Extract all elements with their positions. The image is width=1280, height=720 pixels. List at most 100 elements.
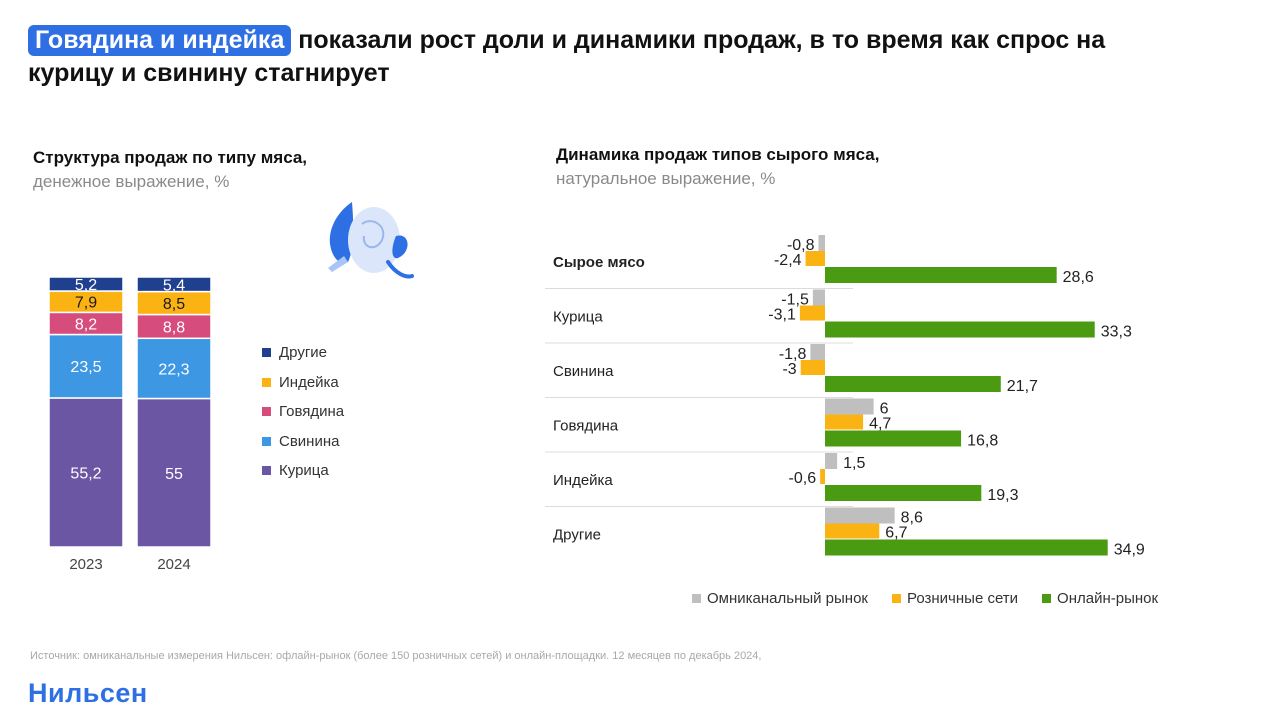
x-tick-label: 2023	[69, 556, 102, 573]
legend-swatch	[262, 466, 271, 476]
legend-swatch	[1042, 594, 1052, 603]
bar-value-label: 1,5	[843, 455, 865, 472]
legend-item: Розничные сети	[892, 590, 1018, 607]
bar-value-label: 21,7	[1007, 378, 1038, 395]
bar	[825, 398, 874, 415]
headline-rest: показали рост доли и динамики продаж, в …	[28, 26, 1106, 87]
right-chart-subtitle: Динамика продаж типов сырого мяса, натур…	[556, 143, 879, 191]
horizontal-bar-labels: -0,8-2,4 28,6 -1,5-3,1 33,3 -1,8-3 21,7 64,7 16…	[768, 237, 1145, 559]
right-chart-title: Динамика продаж типов сырого мяса,	[556, 145, 880, 164]
bar	[799, 305, 825, 321]
left-chart-title: Структура продаж по типу мяса,	[33, 148, 308, 167]
category-label: Другие	[553, 527, 601, 544]
legend-swatch	[262, 377, 271, 387]
legend-item: Свинина	[262, 427, 344, 457]
bar	[805, 251, 825, 266]
stacked-chart-legend: Другие Индейка Говядина Свинина Курица	[262, 338, 344, 486]
bar-value-label: -0,8	[787, 237, 815, 254]
stacked-bar-value-label: 5,2	[75, 277, 97, 294]
stacked-bar-labels: 55,2 23,5 8,2 7,95,2 55 22,3 8,8 8,5 5,4	[70, 277, 189, 483]
stacked-bar-value-label: 55,2	[70, 465, 101, 482]
stacked-bar-value-label: 8,5	[163, 296, 185, 313]
legend-item: Онлайн-рынок	[1042, 590, 1158, 607]
bar	[825, 414, 864, 430]
nielsen-logo: Нильсен	[28, 678, 148, 708]
legend-item: Омниканальный рынок	[692, 590, 868, 607]
legend-label: Розничные сети	[907, 590, 1019, 607]
legend-item: Другие	[262, 338, 344, 368]
bar-value-label: 33,3	[1101, 324, 1132, 341]
stacked-bars	[48, 276, 212, 548]
bar	[800, 360, 825, 375]
bar	[825, 430, 962, 447]
stacked-bar-value-label: 55	[165, 466, 183, 483]
x-tick-label: 2024	[157, 556, 190, 573]
bar-value-label: -3,1	[768, 307, 796, 324]
left-chart-subtitle: Структура продаж по типу мяса, денежное …	[33, 146, 307, 194]
meat-illustration-icon	[328, 202, 414, 279]
bar-value-label: -1,8	[779, 346, 807, 363]
stacked-bar-value-label: 8,8	[163, 319, 185, 336]
bar	[820, 469, 825, 484]
legend-swatch	[262, 348, 271, 358]
headline-highlight: Говядина и индейка	[28, 25, 292, 56]
legend-swatch	[262, 407, 271, 417]
legend-item: Говядина	[262, 397, 344, 427]
bar	[825, 321, 1095, 338]
category-separators	[545, 288, 853, 507]
horizontal-bars	[799, 235, 1108, 556]
legend-item: Курица	[262, 456, 344, 486]
bar	[825, 539, 1108, 556]
bar	[825, 523, 880, 539]
legend-swatch	[692, 594, 701, 603]
bar-value-label: 28,6	[1063, 269, 1094, 286]
bar-value-label: 34,9	[1114, 542, 1145, 559]
bar	[812, 289, 825, 306]
horizontal-bar-chart: Сырое мясо Курица Свинина Говядина Индейка Др…	[545, 235, 1145, 559]
bar-value-label: 6,7	[885, 525, 907, 542]
category-label: Курица	[553, 309, 603, 326]
bar-value-label: 8,6	[901, 510, 923, 527]
legend-label: Говядина	[279, 403, 345, 421]
bar-value-label: -2,4	[774, 252, 802, 269]
bar	[825, 453, 838, 469]
stacked-bar-segment	[48, 397, 124, 548]
legend-swatch	[892, 594, 901, 603]
legend-label: Онлайн-рынок	[1057, 590, 1159, 607]
category-labels: Сырое мясо Курица Свинина Говядина Индейка Др…	[553, 254, 645, 544]
bar-chart-legend: Омниканальный рынок Розничные сети Онлайн-…	[692, 590, 1182, 607]
stacked-bar-segment	[48, 276, 124, 292]
legend-label: Омниканальный рынок	[707, 590, 868, 607]
legend-label: Курица	[279, 462, 329, 480]
bar	[818, 235, 825, 251]
stacked-bar-segment	[136, 276, 212, 293]
legend-label: Свинина	[279, 432, 340, 450]
source-note: Источник: омниканальные измерения Нильсе…	[30, 650, 762, 662]
bar	[825, 485, 982, 501]
stacked-bar-segment	[48, 333, 124, 399]
bar-value-label: -3	[782, 361, 796, 378]
category-label: Сырое мясо	[553, 254, 645, 271]
bar-value-label: -1,5	[781, 292, 809, 309]
bar	[825, 507, 895, 524]
stacked-bar-value-label: 5,4	[163, 277, 185, 294]
stacked-bar-value-label: 22,3	[158, 361, 189, 378]
right-chart-unit: натуральное выражение, %	[556, 169, 776, 188]
legend-label: Индейка	[279, 373, 339, 391]
bar	[810, 344, 825, 360]
category-label: Говядина	[553, 418, 619, 435]
category-label: Индейка	[553, 472, 613, 489]
bar-value-label: 16,8	[967, 433, 998, 450]
left-chart-unit: денежное выражение, %	[33, 172, 230, 191]
bar-value-label: 6	[880, 401, 889, 418]
bar-value-label: 19,3	[987, 487, 1018, 504]
stacked-bar-segment	[136, 397, 212, 548]
legend-label: Другие	[279, 344, 328, 362]
stacked-x-ticks: 2023 2024	[69, 556, 190, 573]
bar-value-label: 4,7	[869, 416, 891, 433]
stacked-bar-segment	[136, 337, 212, 400]
legend-swatch	[262, 436, 271, 446]
category-label: Свинина	[553, 363, 614, 380]
stacked-bar-value-label: 23,5	[70, 359, 101, 376]
